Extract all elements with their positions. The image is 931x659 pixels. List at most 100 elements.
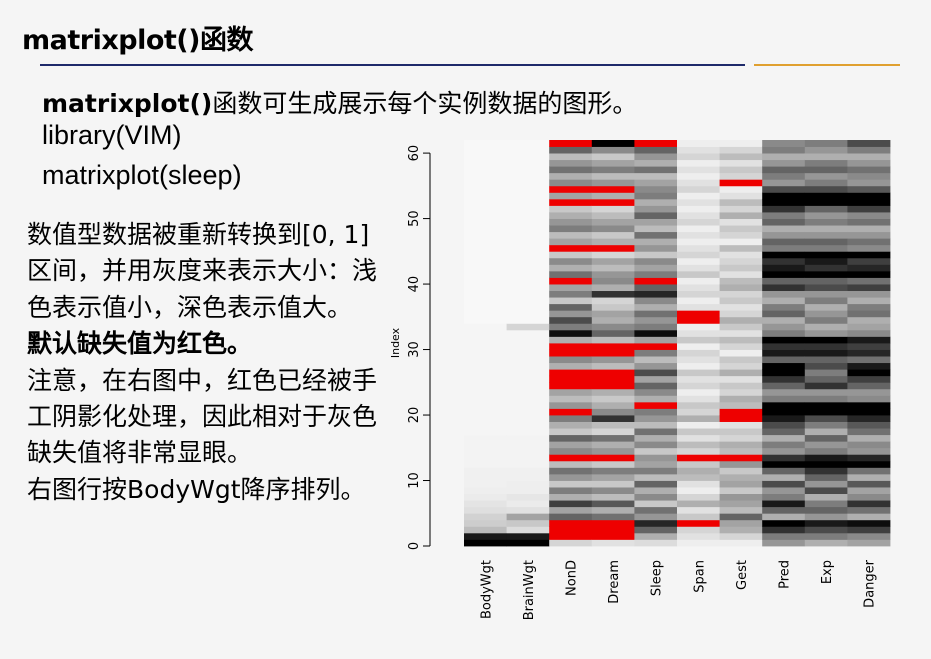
cell <box>506 401 550 409</box>
cell <box>549 343 593 350</box>
cell <box>591 316 635 324</box>
cell <box>549 153 593 161</box>
intro-code: matrixplot() <box>42 89 213 118</box>
cell <box>591 244 635 252</box>
cell <box>549 506 593 514</box>
cell <box>506 218 550 226</box>
cell <box>762 172 806 180</box>
cell <box>762 415 806 422</box>
y-axis-title: Index <box>389 327 402 358</box>
cell <box>804 238 848 246</box>
cell <box>677 487 720 495</box>
cell <box>506 238 550 246</box>
cell <box>634 343 678 350</box>
cell <box>762 473 806 481</box>
cell <box>762 441 806 449</box>
cell <box>506 153 550 161</box>
cell <box>847 343 891 350</box>
cell <box>591 225 635 233</box>
cell <box>762 205 806 213</box>
cell <box>762 421 806 429</box>
cell <box>762 192 806 200</box>
cell <box>762 185 806 193</box>
cell <box>591 401 635 409</box>
x-tick-label: Pred <box>778 560 793 589</box>
cell <box>506 349 550 357</box>
cell <box>591 493 635 501</box>
cell <box>634 539 678 547</box>
cell <box>762 179 806 187</box>
cell <box>464 277 507 285</box>
cell <box>719 297 763 305</box>
cell <box>719 356 763 364</box>
cell <box>506 159 550 167</box>
cell <box>762 434 806 442</box>
cell <box>719 329 763 337</box>
cell <box>719 277 763 285</box>
cell <box>549 159 593 167</box>
cell <box>506 441 550 449</box>
cell <box>762 460 806 468</box>
cell <box>677 526 720 534</box>
cell <box>762 539 806 547</box>
cell <box>847 336 891 344</box>
cell <box>634 513 678 521</box>
cell <box>549 375 593 383</box>
cell <box>847 140 891 147</box>
cell <box>804 231 848 239</box>
cell <box>634 297 678 305</box>
cell <box>464 500 507 508</box>
cell <box>591 218 635 226</box>
cell <box>591 264 635 272</box>
cell <box>847 205 891 213</box>
cell <box>847 434 891 442</box>
cell <box>464 290 507 298</box>
cell <box>677 428 720 436</box>
cell <box>506 519 550 527</box>
cell <box>591 487 635 495</box>
cell <box>677 362 720 370</box>
cell <box>719 454 763 462</box>
cell <box>464 264 507 272</box>
cell <box>506 532 550 540</box>
cell <box>464 218 507 226</box>
cell <box>591 382 635 390</box>
cell <box>634 506 678 514</box>
cell <box>549 460 593 468</box>
cell <box>506 179 550 187</box>
cell <box>719 205 763 213</box>
cell <box>804 388 848 396</box>
cell <box>719 519 763 527</box>
x-tick-label: Gest <box>735 560 750 590</box>
cell <box>549 270 593 278</box>
cell <box>677 382 720 390</box>
cell <box>847 257 891 265</box>
cell <box>464 297 507 305</box>
cell <box>464 506 507 514</box>
cell <box>464 166 507 174</box>
cell <box>719 421 763 429</box>
cell <box>549 428 593 436</box>
cell <box>677 251 720 259</box>
cell <box>804 467 848 475</box>
cell <box>591 369 635 377</box>
cell <box>719 140 763 147</box>
cell <box>677 329 720 337</box>
cell <box>762 238 806 246</box>
desc-paragraph-scaling: 数值型数据被重新转换到[0, 1]区间，并用灰度来表示大小：浅色表示值小，深色表… <box>27 220 378 322</box>
cell <box>549 421 593 429</box>
cell <box>677 349 720 357</box>
x-tick-label: NonD <box>565 560 580 596</box>
cell <box>847 369 891 377</box>
cell <box>506 473 550 481</box>
cell <box>591 257 635 265</box>
cell <box>591 526 635 534</box>
cell <box>506 172 550 180</box>
cell <box>634 316 678 324</box>
cell <box>719 487 763 495</box>
cell <box>506 493 550 501</box>
cell <box>677 336 720 344</box>
cell <box>464 480 507 488</box>
cell <box>677 290 720 298</box>
cell <box>549 264 593 272</box>
